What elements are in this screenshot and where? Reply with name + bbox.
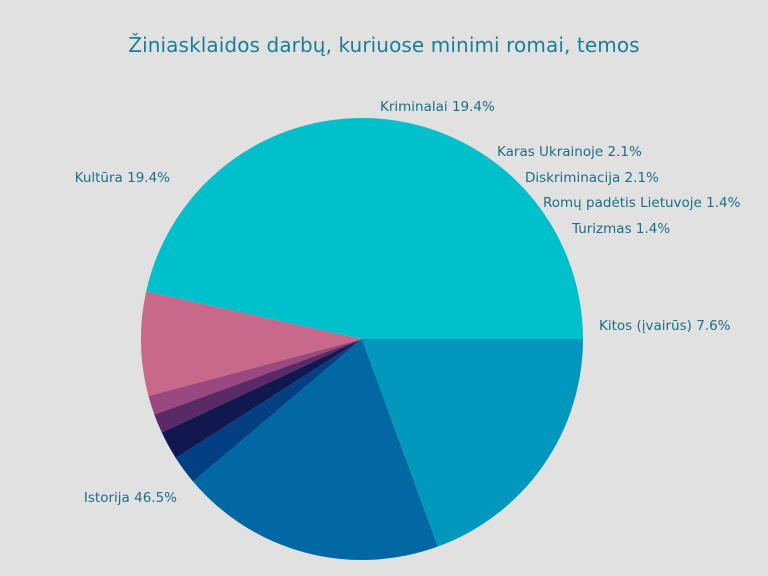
pie-slice	[148, 339, 362, 415]
pie-labels: Istorija 46.5% Kitos (įvairūs) 7.6% Turizm…	[75, 99, 741, 506]
pie-slice	[175, 339, 362, 482]
pie-slice	[141, 291, 362, 397]
pie-slice	[362, 339, 583, 547]
pie-slice	[146, 117, 583, 339]
slice-label: Istorija 46.5%	[84, 490, 177, 506]
slice-label: Turizmas 1.4%	[571, 221, 670, 237]
slice-label: Kultūra 19.4%	[75, 170, 171, 186]
pie-slice	[161, 339, 362, 459]
pie-slices	[141, 117, 583, 560]
slice-label: Romų padėtis Lietuvoje 1.4%	[543, 195, 741, 211]
slice-label: Kriminalai 19.4%	[380, 99, 495, 115]
pie-slice	[154, 339, 362, 433]
slice-label: Diskriminacija 2.1%	[525, 170, 659, 186]
chart-title: Žiniasklaidos darbų, kuriuose minimi rom…	[128, 33, 640, 57]
pie-slice	[193, 339, 438, 560]
slice-label: Kitos (įvairūs) 7.6%	[599, 318, 731, 334]
slice-label: Karas Ukrainoje 2.1%	[497, 144, 642, 160]
